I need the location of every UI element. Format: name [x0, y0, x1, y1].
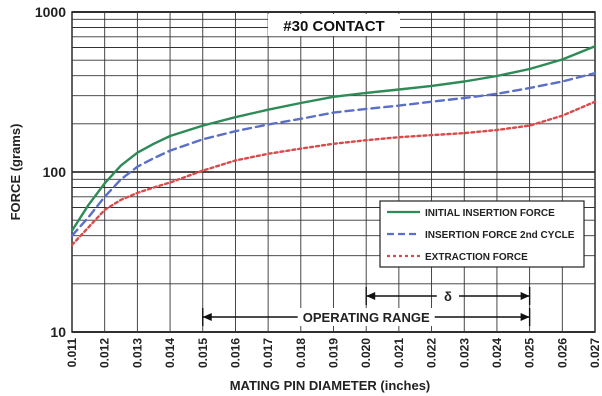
x-tick-label: 0.012	[98, 338, 112, 368]
chart-grid	[71, 11, 596, 333]
series-layer	[70, 45, 597, 247]
operating-range-label: OPERATING RANGE	[303, 310, 430, 325]
x-tick-label: 0.015	[196, 338, 210, 368]
y-tick-label: 100	[43, 164, 67, 180]
series-line-0	[70, 45, 597, 232]
delta-range-label: δ	[444, 289, 452, 304]
chart-title-bg	[268, 14, 400, 36]
x-tick-label: 0.022	[425, 338, 439, 368]
annotation-layer: δ OPERATING RANGE	[202, 287, 531, 326]
y-tick-label: 1000	[35, 4, 66, 20]
x-tick-label: 0.024	[490, 338, 504, 368]
x-tick-label: 0.023	[457, 338, 471, 368]
x-tick-label: 0.016	[228, 338, 242, 368]
x-axis-title: MATING PIN DIAMETER (inches)	[230, 378, 431, 393]
delta-range-arrowhead-left	[366, 292, 376, 300]
operating-range-label-bg	[299, 308, 433, 326]
x-tick-label: 0.026	[555, 338, 569, 368]
x-tick-label: 0.027	[588, 338, 602, 368]
x-tick-label: 0.020	[359, 338, 373, 368]
operating-range-arrowhead-left	[202, 313, 212, 321]
operating-range-arrowhead-right	[520, 313, 530, 321]
series-line-2	[70, 100, 597, 247]
x-tick-label: 0.011	[65, 338, 79, 368]
x-tick-label: 0.018	[294, 338, 308, 368]
x-tick-label: 0.021	[392, 338, 406, 368]
delta-range-arrowhead-right	[520, 292, 530, 300]
chart-title: #30 CONTACT	[283, 18, 384, 35]
x-tick-label: 0.017	[261, 338, 275, 368]
legend: INITIAL INSERTION FORCE INSERTION FORCE …	[379, 200, 585, 268]
x-tick-label: 0.025	[523, 338, 537, 368]
x-tick-label: 0.013	[130, 338, 144, 368]
legend-label-extraction: EXTRACTION FORCE	[425, 252, 528, 263]
delta-range-label-bg	[438, 287, 458, 305]
x-tick-label: 0.019	[327, 338, 341, 368]
legend-label-initial: INITIAL INSERTION FORCE	[425, 208, 555, 219]
y-axis-title: FORCE (grams)	[8, 124, 23, 221]
series-line-1	[70, 71, 597, 237]
x-tick-label: 0.014	[163, 338, 177, 368]
y-tick-labels: 10 100 1000	[35, 4, 66, 340]
y-tick-label: 10	[50, 324, 66, 340]
x-tick-labels: 0.011 0.012 0.013 0.014 0.015 0.016 0.017 0.018…	[65, 338, 602, 368]
legend-label-second-cycle: INSERTION FORCE 2nd CYCLE	[425, 230, 575, 241]
chart-title-group: #30 CONTACT	[268, 14, 400, 36]
